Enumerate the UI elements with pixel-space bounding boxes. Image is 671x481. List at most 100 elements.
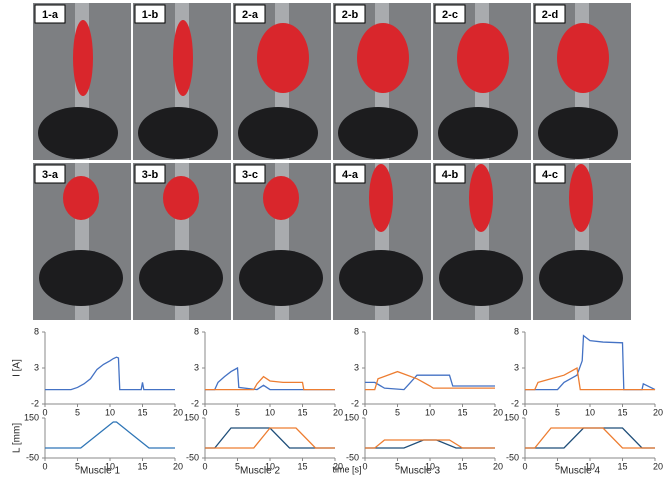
x-tick-label: 0 [522,461,527,471]
y-tick-label: 8 [354,326,359,336]
y-tick-label: -50 [186,452,199,462]
photo-label: 3-b [142,169,159,181]
muscle [369,164,393,232]
x-tick-label: 15 [617,461,627,471]
photo-label: 3-c [242,169,258,181]
x-tick-label: 10 [265,407,275,417]
y-tick-label: -2 [511,398,519,408]
x-tick-label: 15 [137,461,147,471]
weight-plate [438,107,518,159]
x-tick-label: 5 [75,407,80,417]
x-tick-label: 0 [522,407,527,417]
y-axis-label: I [A] [12,359,23,377]
y-tick-label: 3 [354,362,359,372]
data-line [525,368,655,390]
figure: 1-a1-b2-a2-b2-c2-d3-a3-b3-c4-a4-b4-c -23… [0,0,671,481]
y-tick-label: -2 [351,398,359,408]
photo-label: 4-c [542,169,558,181]
photo-label: 4-a [342,169,359,181]
y-tick-label: -50 [26,452,39,462]
y-tick-label: 150 [504,412,519,422]
y-tick-label: 8 [514,326,519,336]
data-line [365,440,495,448]
y-tick-label: -2 [31,398,39,408]
chart-title: Muscle 4 [560,466,600,477]
data-line [205,428,335,448]
weight-plate [338,107,418,159]
data-line [45,357,175,389]
x-axis-label: time [s] [332,464,361,474]
x-tick-label: 20 [653,407,663,417]
x-tick-label: 15 [457,407,467,417]
weight-plate [139,250,223,306]
weight-plate [138,107,218,159]
photo-label: 2-b [342,9,359,21]
x-tick-label: 5 [395,407,400,417]
weight-plate [539,250,623,306]
chart-title: Muscle 1 [80,466,120,477]
weight-plate [238,107,318,159]
y-tick-label: 150 [184,412,199,422]
photo-label: 3-a [42,169,59,181]
muscle [63,176,99,220]
data-line [205,428,335,448]
x-tick-label: 20 [493,407,503,417]
x-tick-label: 0 [42,461,47,471]
y-axis-label: L [mm] [12,423,23,453]
y-tick-label: -50 [506,452,519,462]
x-tick-label: 0 [42,407,47,417]
x-tick-label: 15 [297,461,307,471]
muscle [263,176,299,220]
photo-label: 4-b [442,169,459,181]
x-tick-label: 15 [457,461,467,471]
data-line [525,428,655,448]
x-tick-label: 0 [202,407,207,417]
y-tick-label: 150 [344,412,359,422]
x-tick-label: 5 [555,407,560,417]
x-tick-label: 20 [493,461,503,471]
y-tick-label: 3 [194,362,199,372]
data-line [365,440,495,448]
x-tick-label: 15 [137,407,147,417]
x-tick-label: 20 [653,461,663,471]
y-tick-label: 3 [34,362,39,372]
photo-label: 1-b [142,9,159,21]
y-tick-label: 8 [34,326,39,336]
muscle [173,20,193,96]
x-tick-label: 0 [362,461,367,471]
data-line [205,377,335,390]
x-tick-label: 20 [333,407,343,417]
muscle [73,20,93,96]
x-tick-label: 20 [173,461,183,471]
x-tick-label: 5 [235,407,240,417]
weight-plate [239,250,323,306]
data-line [205,368,335,390]
muscle [257,23,309,93]
x-tick-label: 15 [297,407,307,417]
data-line [525,336,655,390]
data-line [525,428,655,448]
y-tick-label: 8 [194,326,199,336]
weight-plate [339,250,423,306]
weight-plate [39,250,123,306]
x-tick-label: 15 [617,407,627,417]
y-tick-label: -2 [191,398,199,408]
weight-plate [439,250,523,306]
weight-plate [38,107,118,159]
y-tick-label: 3 [514,362,519,372]
x-tick-label: 0 [202,461,207,471]
data-line [365,372,495,390]
data-line [45,422,175,448]
x-tick-label: 20 [173,407,183,417]
muscle [469,164,493,232]
data-line [365,375,495,389]
y-tick-label: -50 [346,452,359,462]
x-tick-label: 10 [585,407,595,417]
photo-label: 1-a [42,9,59,21]
x-tick-label: 0 [362,407,367,417]
muscle [557,23,609,93]
chart-title: Muscle 2 [240,466,280,477]
photo-label: 2-d [542,9,559,21]
